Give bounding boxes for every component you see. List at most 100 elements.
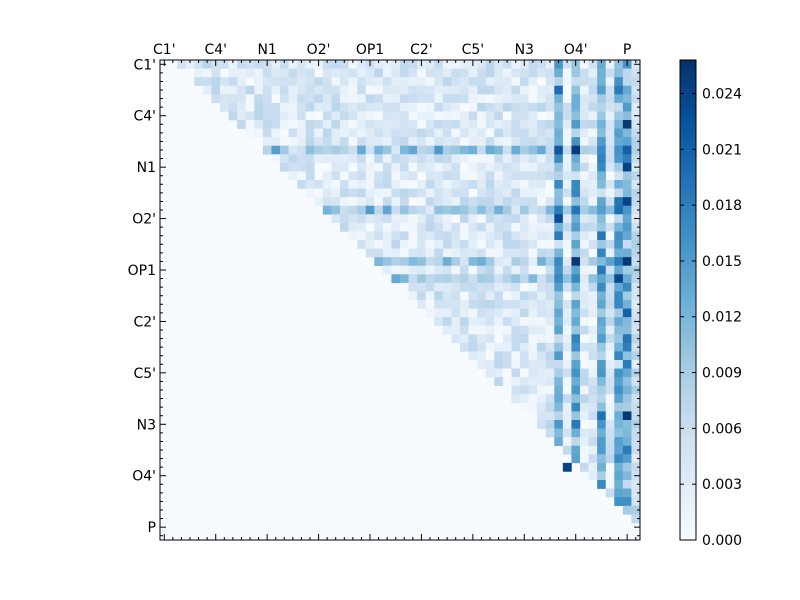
heatmap-cell (588, 214, 598, 224)
heatmap-cell (297, 111, 307, 121)
heatmap-cell (545, 394, 555, 404)
heatmap-cell (348, 60, 358, 69)
heatmap-cell (622, 248, 632, 258)
heatmap-cell (477, 85, 487, 95)
heatmap-cell (451, 308, 461, 318)
heatmap-cell (597, 154, 607, 164)
heatmap-cell (614, 342, 624, 352)
heatmap-cell (554, 154, 564, 164)
heatmap-cell (382, 222, 392, 232)
colorbar-tick-label: 0.012 (702, 310, 742, 326)
heatmap-cell (297, 102, 307, 112)
heatmap-cell (477, 257, 487, 267)
heatmap-cell (340, 120, 349, 129)
heatmap-cell (460, 282, 469, 292)
heatmap-cell (434, 60, 444, 69)
heatmap-cell (597, 137, 607, 147)
heatmap-cell (297, 128, 307, 138)
heatmap-cell (408, 257, 418, 267)
heatmap-cell (494, 300, 504, 309)
heatmap-cell (391, 120, 401, 129)
heatmap-cell (588, 360, 598, 369)
heatmap-cell (340, 197, 349, 207)
heatmap-cell (305, 154, 315, 164)
heatmap-cell (442, 77, 452, 87)
heatmap-cell (554, 128, 564, 138)
heatmap-cell (468, 197, 478, 207)
heatmap-cell (391, 68, 401, 78)
heatmap-cell (451, 231, 461, 241)
heatmap-cell (468, 342, 478, 352)
heatmap-cell (391, 222, 401, 232)
heatmap-cell (562, 197, 572, 207)
heatmap-cell (631, 128, 641, 138)
heatmap-cell (408, 291, 418, 301)
heatmap-cell (485, 180, 495, 189)
heatmap-cell (597, 308, 607, 318)
heatmap-cell (511, 385, 521, 395)
heatmap-cell (331, 180, 341, 189)
heatmap-cell (588, 454, 598, 464)
heatmap-cell (622, 102, 632, 112)
heatmap-cell (374, 257, 384, 267)
heatmap-cell (562, 222, 572, 232)
heatmap-cell (537, 394, 547, 404)
heatmap-cell (271, 85, 281, 95)
heatmap-cell (374, 188, 384, 198)
heatmap-cell (631, 308, 641, 318)
heatmap-cell (571, 77, 581, 87)
heatmap-cell (382, 240, 392, 249)
heatmap-cell (348, 188, 358, 198)
heatmap-cell (434, 94, 444, 104)
heatmap-cell (477, 60, 487, 69)
heatmap-cell (280, 102, 289, 112)
heatmap-cell (314, 94, 324, 104)
heatmap-cell (305, 102, 315, 112)
heatmap-cell (554, 60, 564, 69)
heatmap-cell (494, 274, 504, 284)
heatmap-cell (434, 205, 444, 215)
heatmap-cell (408, 162, 418, 172)
heatmap-cell (434, 128, 444, 138)
heatmap-cell (442, 68, 452, 78)
heatmap-cell (605, 231, 615, 241)
heatmap-cell (622, 171, 632, 181)
heatmap-cell (631, 137, 641, 147)
heatmap-cell (228, 111, 238, 121)
heatmap-cell (588, 411, 598, 421)
heatmap-cell (571, 308, 581, 318)
heatmap-cell (468, 222, 478, 232)
heatmap-cell (605, 471, 615, 481)
heatmap-cell (614, 497, 624, 507)
heatmap-cell (425, 231, 435, 241)
heatmap-cell (528, 180, 538, 189)
heatmap-cell (477, 360, 487, 369)
heatmap-cell (605, 445, 615, 455)
heatmap-cell (442, 60, 452, 69)
heatmap-cell (425, 94, 435, 104)
heatmap-cell (245, 128, 255, 138)
heatmap-cell (597, 342, 607, 352)
heatmap-cell (357, 85, 367, 95)
heatmap-cell (562, 68, 572, 78)
heatmap-cell (520, 274, 529, 284)
heatmap-cell (545, 334, 555, 344)
heatmap-cell (468, 111, 478, 121)
heatmap-cell (442, 188, 452, 198)
heatmap-cell (391, 128, 401, 138)
heatmap-cell (288, 128, 298, 138)
colorbar-tick-label: 0.021 (702, 142, 742, 158)
heatmap-cell (622, 317, 632, 327)
heatmap-cell (468, 240, 478, 249)
heatmap-cell (485, 77, 495, 87)
heatmap-cell (622, 205, 632, 215)
heatmap-cell (528, 85, 538, 95)
heatmap-cell (520, 180, 529, 189)
heatmap-cell (588, 180, 598, 189)
heatmap-cell (520, 308, 529, 318)
heatmap-cell (571, 257, 581, 267)
heatmap-cell (374, 111, 384, 121)
heatmap-cell (605, 68, 615, 78)
heatmap-cell (622, 488, 632, 498)
heatmap-cell (597, 471, 607, 481)
